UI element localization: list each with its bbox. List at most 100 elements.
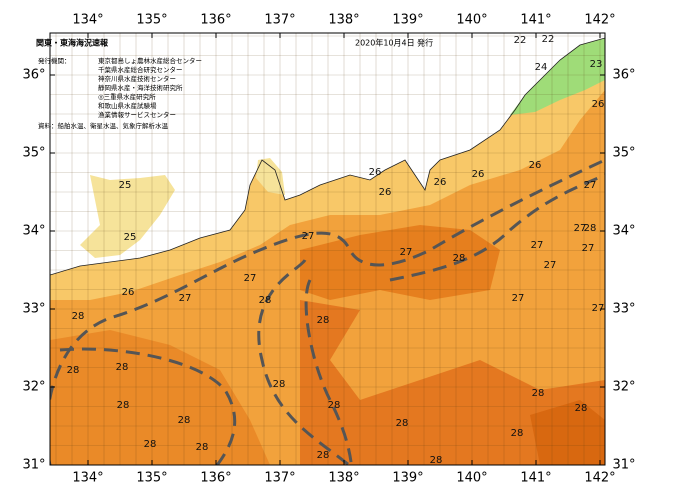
coastline (50, 37, 605, 276)
contour-label: 27 (302, 231, 315, 242)
contour-label: 26 (369, 167, 382, 178)
contour-label: 28 (575, 403, 588, 414)
issuer: 和歌山県水産試験場 (98, 101, 157, 110)
lon-label-top: 137° (264, 13, 295, 28)
lon-label-top: 138° (328, 13, 359, 28)
lat-label-left: 36° (22, 68, 45, 83)
issuer: ◎三重県水産研究所 (98, 92, 156, 101)
contour-label: 27 (584, 180, 597, 191)
contour-label: 28 (117, 400, 130, 411)
contour-label: 28 (116, 362, 129, 373)
contour-label: 28 (67, 365, 80, 376)
lat-label-right: 32° (612, 380, 635, 395)
coastal-water (50, 38, 605, 300)
contour-label: 28 (178, 415, 191, 426)
contour-label: 27 (544, 260, 557, 271)
issuer-list: 東京都島しょ農林水産総合センター千葉県水産総合研究センター神奈川県水産技術センタ… (98, 56, 202, 119)
contour-label: 26 (122, 287, 135, 298)
warm-water-south (50, 330, 270, 465)
axes: 134° 134° 135° 135° 136° 136° 137° 137° 138° 138°… (22, 13, 635, 486)
cold-water (510, 38, 605, 115)
lon-label-bottom: 134° (72, 471, 103, 486)
contour-label: 27 (592, 303, 605, 314)
contour-label: 26 (379, 187, 392, 198)
issuer: 東京都島しょ農林水産総合センター (98, 56, 202, 65)
contour-label: 26 (472, 169, 485, 180)
lat-label-left: 31° (22, 458, 45, 473)
contour-label: 28 (511, 428, 524, 439)
kuroshio-branch (59, 347, 237, 465)
lon-label-top: 142° (584, 13, 615, 28)
contour-label: 28 (453, 253, 466, 264)
issuer: 静岡県水産・海洋技術研究所 (98, 83, 183, 92)
lon-label-bottom: 141° (520, 471, 551, 486)
lat-label-right: 33° (612, 302, 635, 317)
kuroshio-meander (257, 259, 352, 465)
lat-label-left: 35° (22, 146, 45, 161)
contour-label: 25 (124, 232, 137, 243)
grid (50, 33, 605, 465)
hot-spot (530, 400, 605, 465)
contour-label: 27 (244, 273, 257, 284)
contour-label: 22 (514, 35, 527, 46)
contour-label: 28 (532, 388, 545, 399)
contour-label: 28 (317, 450, 330, 461)
lon-label-bottom: 142° (584, 471, 615, 486)
contour-label: 28 (259, 295, 272, 306)
kuroshio-axis (50, 158, 605, 465)
lat-label-right: 34° (612, 224, 635, 239)
lon-label-top: 136° (200, 13, 231, 28)
contour-label: 27 (512, 293, 525, 304)
lon-label-top: 141° (520, 13, 551, 28)
map-frame (49, 32, 606, 466)
contour-label: 28 (430, 455, 443, 466)
contour-label: 26 (529, 160, 542, 171)
lat-label-right: 36° (612, 68, 635, 83)
contour-label: 28 (144, 439, 157, 450)
source: 資料：船舶水温、衛星水温、気象庁解析水温 (38, 121, 169, 130)
lon-label-top: 140° (456, 13, 487, 28)
contour-label: 28 (396, 418, 409, 429)
contour-label: 27 (582, 243, 595, 254)
contour-label: 28 (328, 400, 341, 411)
lat-label-left: 32° (22, 380, 45, 395)
lat-label-right: 31° (612, 458, 635, 473)
lon-label-top: 134° (72, 13, 103, 28)
lon-label-bottom: 137° (264, 471, 295, 486)
contour-label: 27 (531, 240, 544, 251)
contour-label: 28 (196, 442, 209, 453)
contour-label: 24 (535, 62, 548, 73)
lon-label-bottom: 135° (136, 471, 167, 486)
offshore-front (304, 279, 353, 465)
contour-label: 23 (590, 59, 603, 70)
lat-label-left: 33° (22, 302, 45, 317)
east-front (389, 173, 605, 282)
issuer: 神奈川県水産技術センター (98, 74, 176, 83)
contour-label: 28 (72, 311, 85, 322)
contour-label: 28 (584, 223, 597, 234)
channel-water (80, 175, 175, 258)
contour-label: 28 (317, 315, 330, 326)
contour-label: 27 (574, 223, 587, 234)
contour-label: 25 (119, 180, 132, 191)
lon-label-bottom: 138° (328, 471, 359, 486)
lon-label-bottom: 139° (392, 471, 423, 486)
lon-label-bottom: 140° (456, 471, 487, 486)
lon-label-bottom: 136° (200, 471, 231, 486)
contour-label: 27 (400, 247, 413, 258)
lon-label-top: 135° (136, 13, 167, 28)
contour-label: 28 (273, 379, 286, 390)
warm-water-east (300, 300, 605, 465)
bay-water (256, 158, 285, 195)
lat-label-left: 34° (22, 224, 45, 239)
contour-label: 26 (592, 99, 605, 110)
issuer: 漁業情報サービスセンター (98, 110, 176, 119)
contour-label: 22 (542, 34, 555, 45)
issuer: 千葉県水産総合研究センター (98, 65, 183, 74)
issued-date: 2020年10月4日 発行 (355, 38, 433, 48)
contour-label: 26 (434, 177, 447, 188)
issuer-heading: 発行機関： (38, 56, 71, 65)
